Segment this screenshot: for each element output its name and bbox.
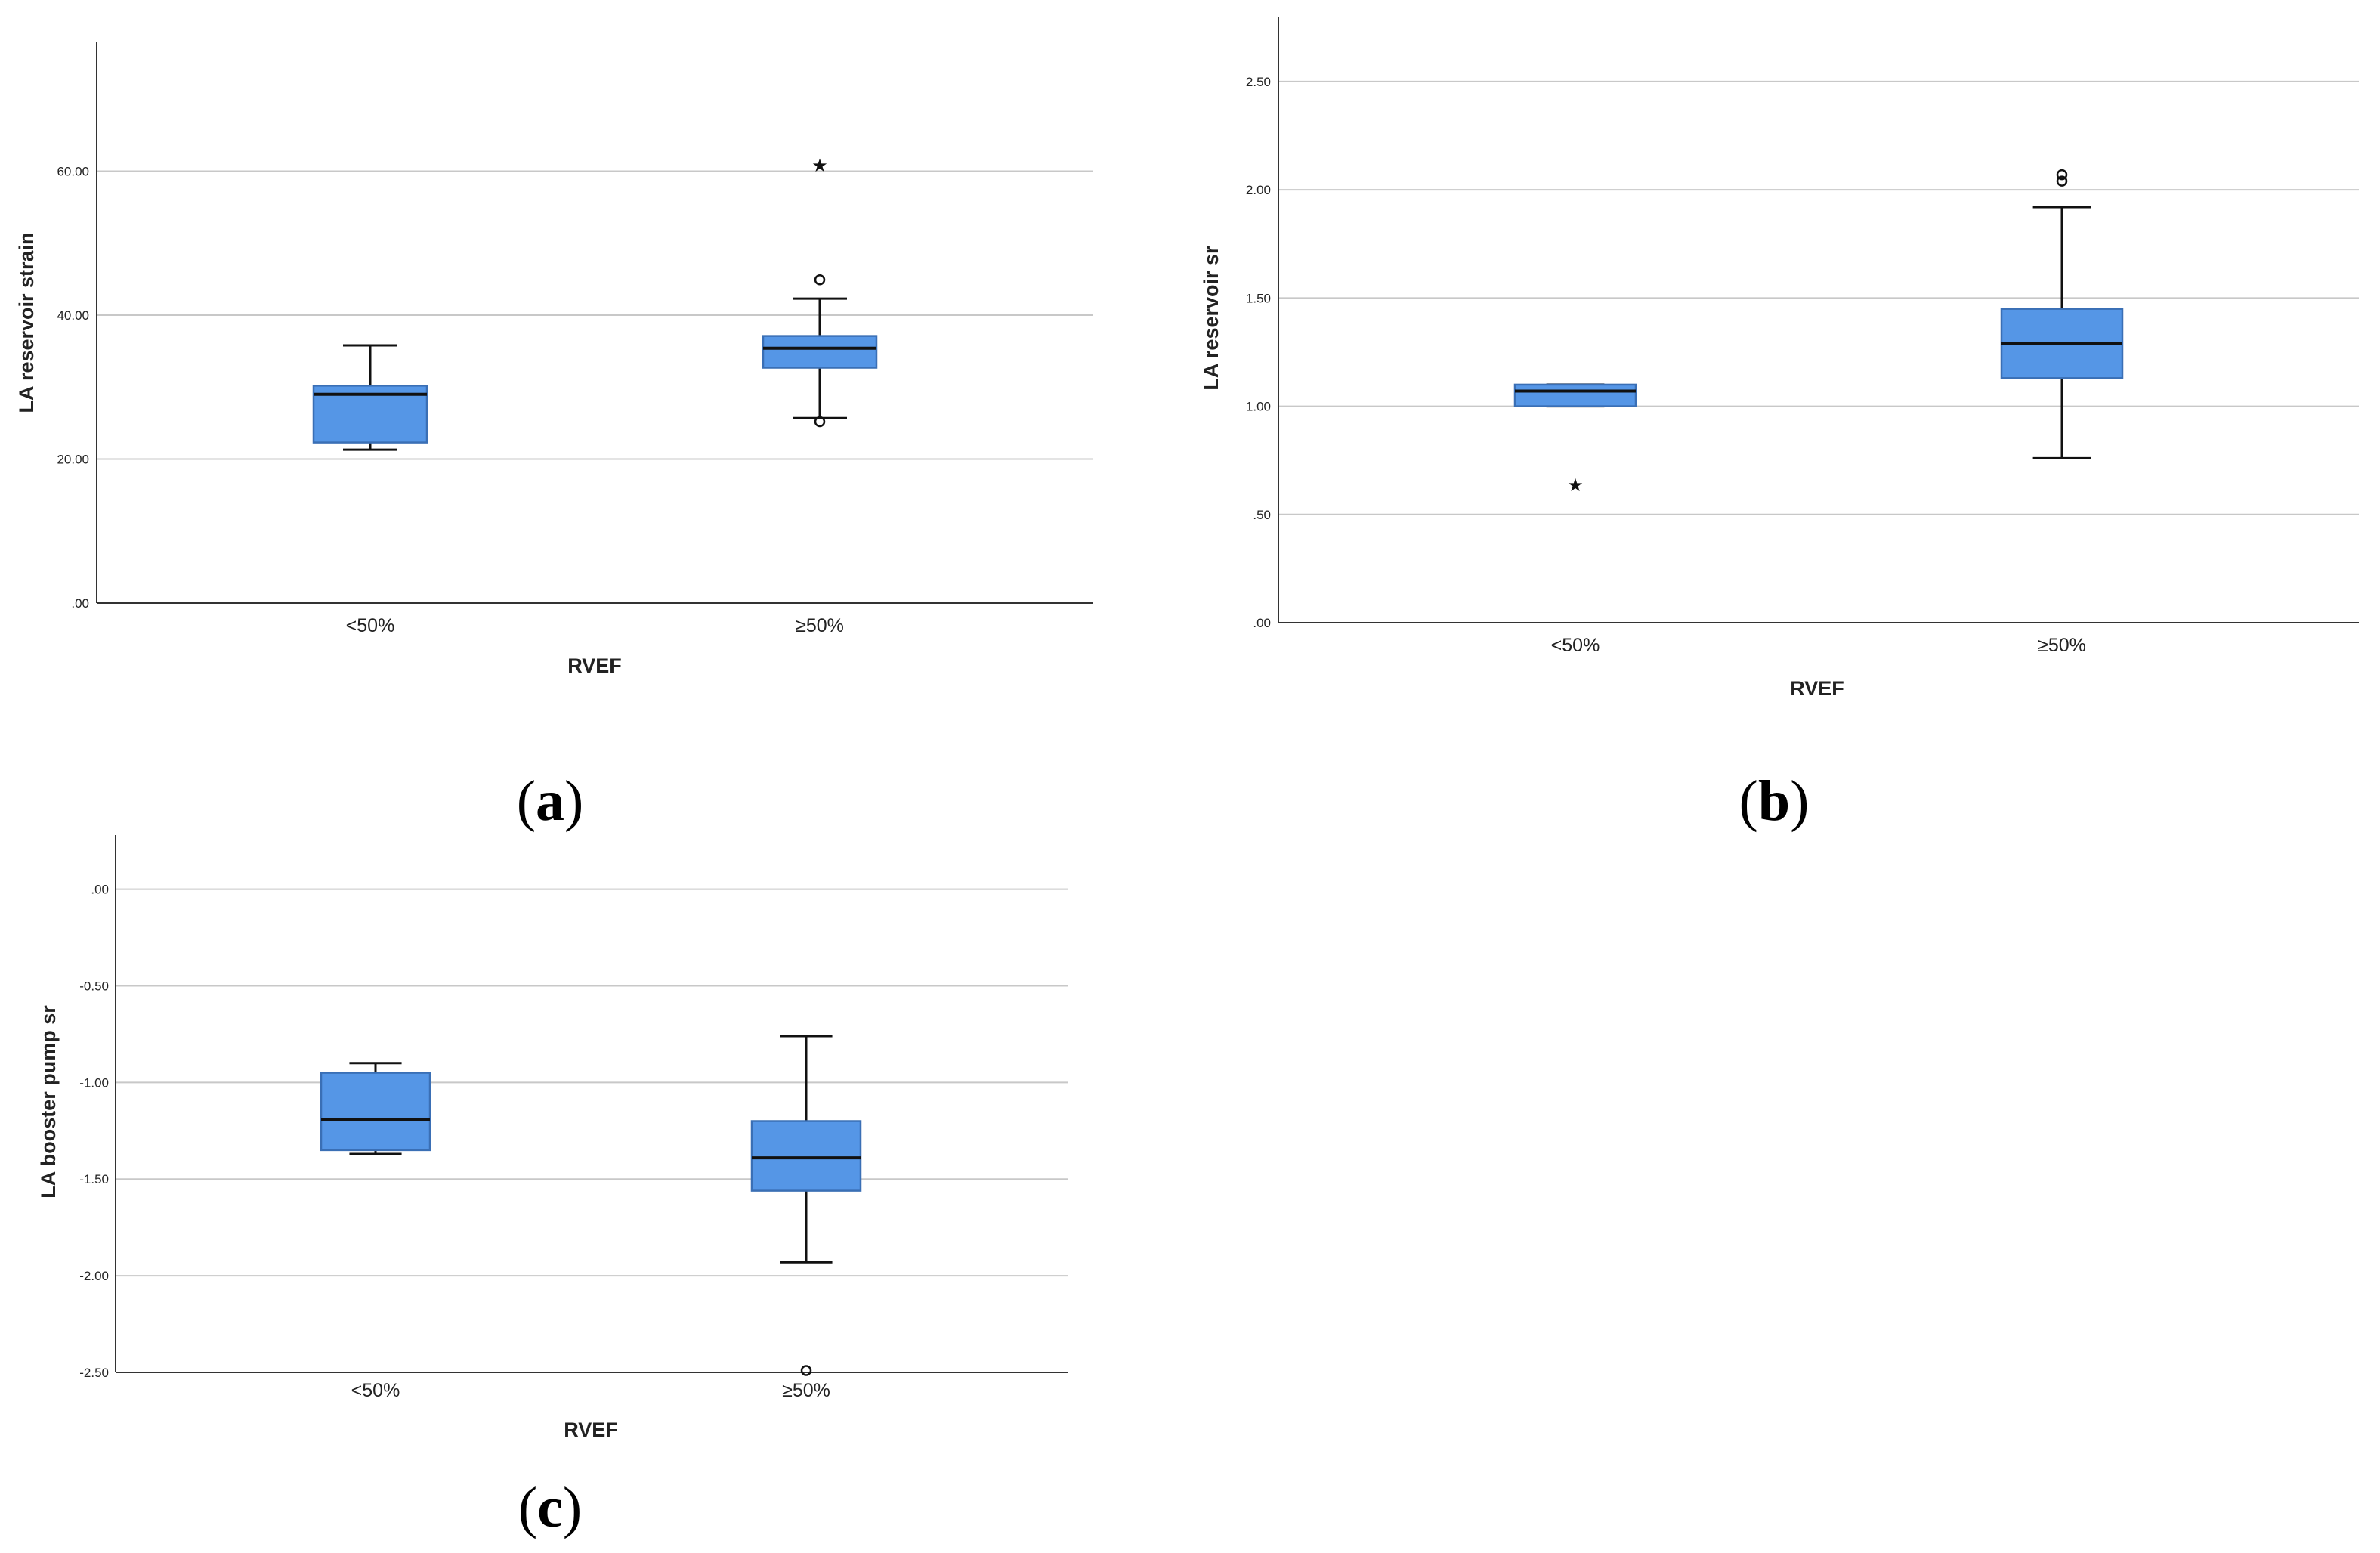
y-tick-label: -2.50: [79, 1366, 109, 1380]
y-tick-label: 60.00: [57, 164, 89, 178]
outlier-point: [814, 416, 826, 428]
box-ge50: ★: [762, 155, 878, 428]
box-ge50: [2000, 169, 2124, 459]
x-axis-title: RVEF: [1790, 677, 1844, 700]
y-tick-label: 2.50: [1246, 75, 1271, 89]
y-tick-label: -2.00: [79, 1269, 109, 1283]
extreme-point: ★: [811, 155, 828, 176]
panel-letter: c: [537, 1476, 563, 1539]
chart-panel-b: .00 .50 1.00 1.50 2.00 2.50 ★ <50% ≥50% RVEF LA re…: [1200, 17, 2359, 833]
y-axis-title: LA reservoir strain: [15, 232, 38, 413]
y-tick-label: .50: [1253, 508, 1271, 522]
y-tick-label: -0.50: [79, 979, 109, 993]
y-tick-label: 1.50: [1246, 291, 1271, 305]
x-category-label: ≥50%: [2038, 635, 2086, 656]
y-tick-label: -1.00: [79, 1075, 109, 1090]
y-axis-title: LA booster pump sr: [37, 1005, 60, 1199]
box-lt50: ★: [1513, 383, 1637, 496]
panel-letter: a: [536, 769, 564, 833]
y-tick-label: 1.00: [1246, 400, 1271, 414]
x-category-label: <50%: [346, 615, 395, 636]
chart-panel-c: -2.50 -2.00 -1.50 -1.00 -0.50 .00 <50% ≥50% RVEF…: [37, 835, 1068, 1539]
panel-letter: b: [1758, 769, 1790, 833]
iqr-box: [320, 1072, 431, 1152]
y-tick-label: 20.00: [57, 452, 89, 466]
box-ge50: [750, 1035, 862, 1376]
outlier-point: [2056, 169, 2068, 181]
y-tick-label: .00: [91, 883, 109, 897]
box-lt50: [320, 1062, 431, 1155]
x-category-label: ≥50%: [782, 1380, 830, 1401]
x-axis-title: RVEF: [567, 654, 622, 677]
chart-panel-a: .00 20.00 40.00 60.00 <50% ★ ≥50% RVEF LA reserv…: [15, 42, 1093, 833]
iqr-box: [1513, 383, 1637, 407]
iqr-box: [750, 1120, 862, 1192]
panel-label: (a): [517, 769, 584, 833]
extreme-point: ★: [1567, 475, 1584, 496]
y-tick-label: .00: [71, 596, 89, 611]
outlier-point: [2056, 175, 2068, 187]
y-tick-label: 2.00: [1246, 183, 1271, 197]
outlier-point: [800, 1365, 812, 1376]
y-tick-label: .00: [1253, 616, 1271, 630]
y-axis-title: LA reservoir sr: [1200, 246, 1222, 391]
panel-label: (c): [518, 1476, 582, 1539]
panel-label: (b): [1739, 769, 1810, 833]
x-category-label: ≥50%: [796, 615, 844, 636]
y-tick-label: 40.00: [57, 308, 89, 323]
x-axis-title: RVEF: [564, 1418, 618, 1441]
y-tick-label: -1.50: [79, 1172, 109, 1186]
iqr-box: [762, 335, 878, 369]
x-category-label: <50%: [351, 1380, 400, 1401]
box-lt50: [312, 344, 428, 451]
outlier-point: [814, 274, 826, 286]
x-category-label: <50%: [1551, 635, 1600, 656]
